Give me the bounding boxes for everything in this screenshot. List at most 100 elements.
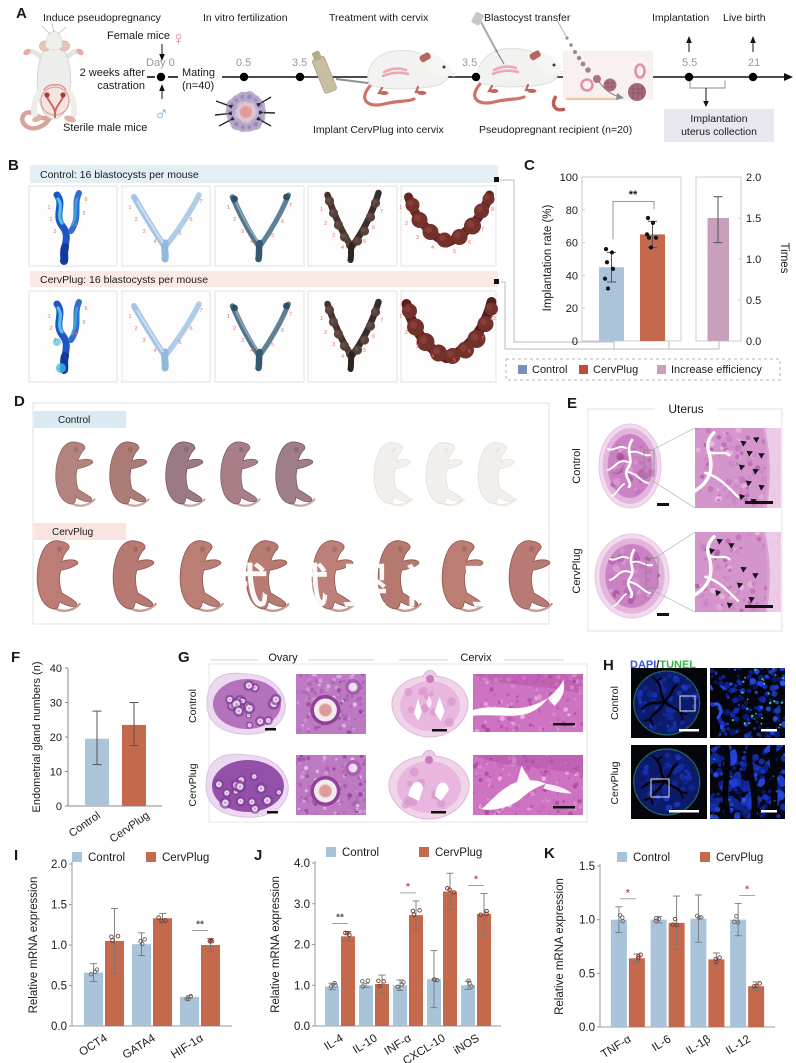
svg-text:5: 5 xyxy=(178,340,181,346)
svg-text:1: 1 xyxy=(399,314,402,320)
svg-text:Control: Control xyxy=(187,689,199,723)
svg-text:7: 7 xyxy=(481,227,484,233)
svg-text:40: 40 xyxy=(50,663,62,675)
svg-text:♀: ♀ xyxy=(171,28,186,50)
svg-text:4: 4 xyxy=(153,348,156,354)
svg-text:*: * xyxy=(745,885,749,896)
svg-text:7: 7 xyxy=(289,203,292,209)
svg-text:80: 80 xyxy=(566,205,578,217)
svg-text:CervPlug: CervPlug xyxy=(187,763,199,806)
svg-text:Sterile male mice: Sterile male mice xyxy=(63,122,147,134)
svg-text:5: 5 xyxy=(82,320,85,326)
svg-text:1.0: 1.0 xyxy=(51,940,67,952)
svg-text:0.5: 0.5 xyxy=(51,981,67,993)
svg-text:1: 1 xyxy=(128,314,131,320)
svg-text:Endometrial gland numbers (n): Endometrial gland numbers (n) xyxy=(31,661,43,812)
svg-text:40: 40 xyxy=(566,270,578,282)
svg-text:4: 4 xyxy=(74,332,77,338)
svg-text:7: 7 xyxy=(199,199,202,205)
svg-text:5: 5 xyxy=(363,348,366,354)
svg-text:D: D xyxy=(14,393,25,410)
svg-text:CervPlug: CervPlug xyxy=(609,761,621,804)
svg-text:2.0: 2.0 xyxy=(51,859,67,871)
svg-text:K: K xyxy=(544,845,555,862)
svg-text:0: 0 xyxy=(572,336,578,348)
svg-text:Blastocyst transfer: Blastocyst transfer xyxy=(484,12,571,24)
svg-text:式试婴肖了: 式试婴肖了 xyxy=(222,560,522,612)
svg-text:Cervix: Cervix xyxy=(460,652,492,664)
svg-text:4: 4 xyxy=(431,354,434,360)
svg-text:Control: 16 blastocysts per mo: Control: 16 blastocysts per mouse xyxy=(40,169,199,181)
svg-text:3: 3 xyxy=(53,338,56,344)
svg-text:Control: Control xyxy=(571,448,583,483)
svg-text:Ovary: Ovary xyxy=(268,652,298,664)
svg-text:20: 20 xyxy=(50,732,62,744)
svg-text:Relative mRNA expression: Relative mRNA expression xyxy=(554,878,566,1015)
svg-text:0.5: 0.5 xyxy=(236,57,251,69)
svg-text:CervPlug: CervPlug xyxy=(435,847,482,859)
svg-text:0.5: 0.5 xyxy=(746,295,761,307)
svg-text:F: F xyxy=(11,649,20,666)
svg-text:5: 5 xyxy=(271,342,274,348)
svg-text:2 weeks after: 2 weeks after xyxy=(80,67,146,79)
svg-text:Day 0: Day 0 xyxy=(146,57,175,69)
svg-text:Implantation rate (%): Implantation rate (%) xyxy=(542,204,554,311)
svg-text:6: 6 xyxy=(372,225,375,231)
svg-text:1.5: 1.5 xyxy=(579,861,595,873)
svg-text:1: 1 xyxy=(47,314,50,320)
svg-text:1: 1 xyxy=(320,316,323,322)
svg-text:8: 8 xyxy=(491,207,494,213)
svg-text:6: 6 xyxy=(468,240,471,246)
svg-text:20: 20 xyxy=(566,303,578,315)
svg-text:100: 100 xyxy=(560,172,578,184)
svg-text:1.0: 1.0 xyxy=(579,915,595,927)
svg-text:Control: Control xyxy=(633,852,670,864)
svg-text:1: 1 xyxy=(128,205,131,211)
svg-text:CervPlug: CervPlug xyxy=(571,548,583,593)
svg-text:(n=40): (n=40) xyxy=(182,80,214,92)
svg-text:2.0: 2.0 xyxy=(294,940,310,952)
svg-text:B: B xyxy=(8,157,19,174)
svg-text:*: * xyxy=(474,875,478,886)
svg-text:0.0: 0.0 xyxy=(294,1021,310,1033)
svg-text:C: C xyxy=(524,157,535,174)
svg-text:Female mice: Female mice xyxy=(107,30,170,42)
svg-text:6: 6 xyxy=(281,219,284,225)
svg-text:7: 7 xyxy=(481,336,484,342)
svg-text:7: 7 xyxy=(289,312,292,318)
svg-text:4: 4 xyxy=(153,239,156,245)
svg-text:1.5: 1.5 xyxy=(51,900,67,912)
svg-text:2: 2 xyxy=(49,217,52,223)
svg-text:Pseudopregnant recipient (n=20: Pseudopregnant recipient (n=20) xyxy=(479,124,632,136)
svg-text:3: 3 xyxy=(416,344,419,350)
svg-text:10: 10 xyxy=(50,767,62,779)
svg-text:6: 6 xyxy=(468,349,471,355)
svg-text:3: 3 xyxy=(416,235,419,241)
svg-text:CervPlug: CervPlug xyxy=(162,852,209,864)
svg-text:0.0: 0.0 xyxy=(746,336,761,348)
svg-text:Control: Control xyxy=(532,364,567,376)
svg-text:Control: Control xyxy=(342,847,379,859)
svg-text:5: 5 xyxy=(453,249,456,255)
svg-text:30: 30 xyxy=(50,698,62,710)
svg-text:5: 5 xyxy=(178,231,181,237)
svg-text:3: 3 xyxy=(142,338,145,344)
svg-text:3: 3 xyxy=(241,338,244,344)
svg-text:Times: Times xyxy=(778,243,790,274)
svg-text:Control: Control xyxy=(609,686,621,720)
svg-text:G: G xyxy=(178,649,190,666)
svg-text:2: 2 xyxy=(134,217,137,223)
svg-text:4: 4 xyxy=(341,354,344,360)
svg-text:2: 2 xyxy=(134,326,137,332)
svg-text:Implantation: Implantation xyxy=(652,12,709,24)
svg-text:**: ** xyxy=(629,189,638,201)
svg-text:3.0: 3.0 xyxy=(294,899,310,911)
svg-text:1: 1 xyxy=(227,314,230,320)
svg-text:6: 6 xyxy=(372,334,375,340)
svg-text:Implant CervPlug into cervix: Implant CervPlug into cervix xyxy=(313,124,444,136)
svg-text:2: 2 xyxy=(405,221,408,227)
svg-text:6: 6 xyxy=(84,197,87,203)
svg-text:0: 0 xyxy=(56,801,62,813)
svg-text:4: 4 xyxy=(250,348,253,354)
svg-text:6: 6 xyxy=(189,326,192,332)
